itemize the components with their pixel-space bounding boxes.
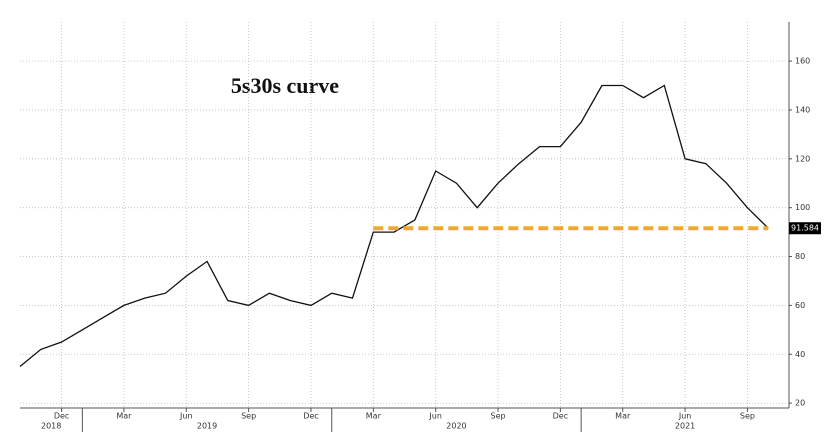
x-tick-label: Sep	[490, 412, 505, 421]
x-tick-label: Mar	[116, 412, 132, 421]
y-tick-label: 60	[795, 301, 805, 310]
x-tick-label: Mar	[366, 412, 382, 421]
x-tick-label: Jun	[179, 412, 193, 421]
year-label: 2019	[197, 422, 217, 431]
x-tick-label: Jun	[428, 412, 442, 421]
line-series	[19, 84, 769, 368]
year-label: 2021	[675, 422, 695, 431]
y-tick-label: 80	[795, 252, 805, 261]
chart-title: 5s30s curve	[231, 73, 339, 98]
y-tick-label: 20	[795, 399, 805, 408]
y-tick-label: 140	[795, 105, 810, 114]
last-value-label: 91.584	[791, 224, 819, 233]
x-tick-label: Jun	[678, 412, 692, 421]
x-tick-label: Dec	[553, 412, 568, 421]
year-label: 2018	[41, 422, 61, 431]
y-tick-label: 100	[795, 203, 810, 212]
x-tick-label: Dec	[303, 412, 318, 421]
x-tick-label: Mar	[615, 412, 631, 421]
last-value-box	[789, 222, 821, 235]
y-tick-label: 160	[795, 57, 810, 66]
year-label: 2020	[446, 422, 466, 431]
y-tick-label: 120	[795, 154, 810, 163]
x-tick-label: Sep	[241, 412, 256, 421]
y-tick-label: 40	[795, 350, 805, 359]
x-tick-label: Dec	[54, 412, 69, 421]
x-tick-label: Sep	[740, 412, 755, 421]
